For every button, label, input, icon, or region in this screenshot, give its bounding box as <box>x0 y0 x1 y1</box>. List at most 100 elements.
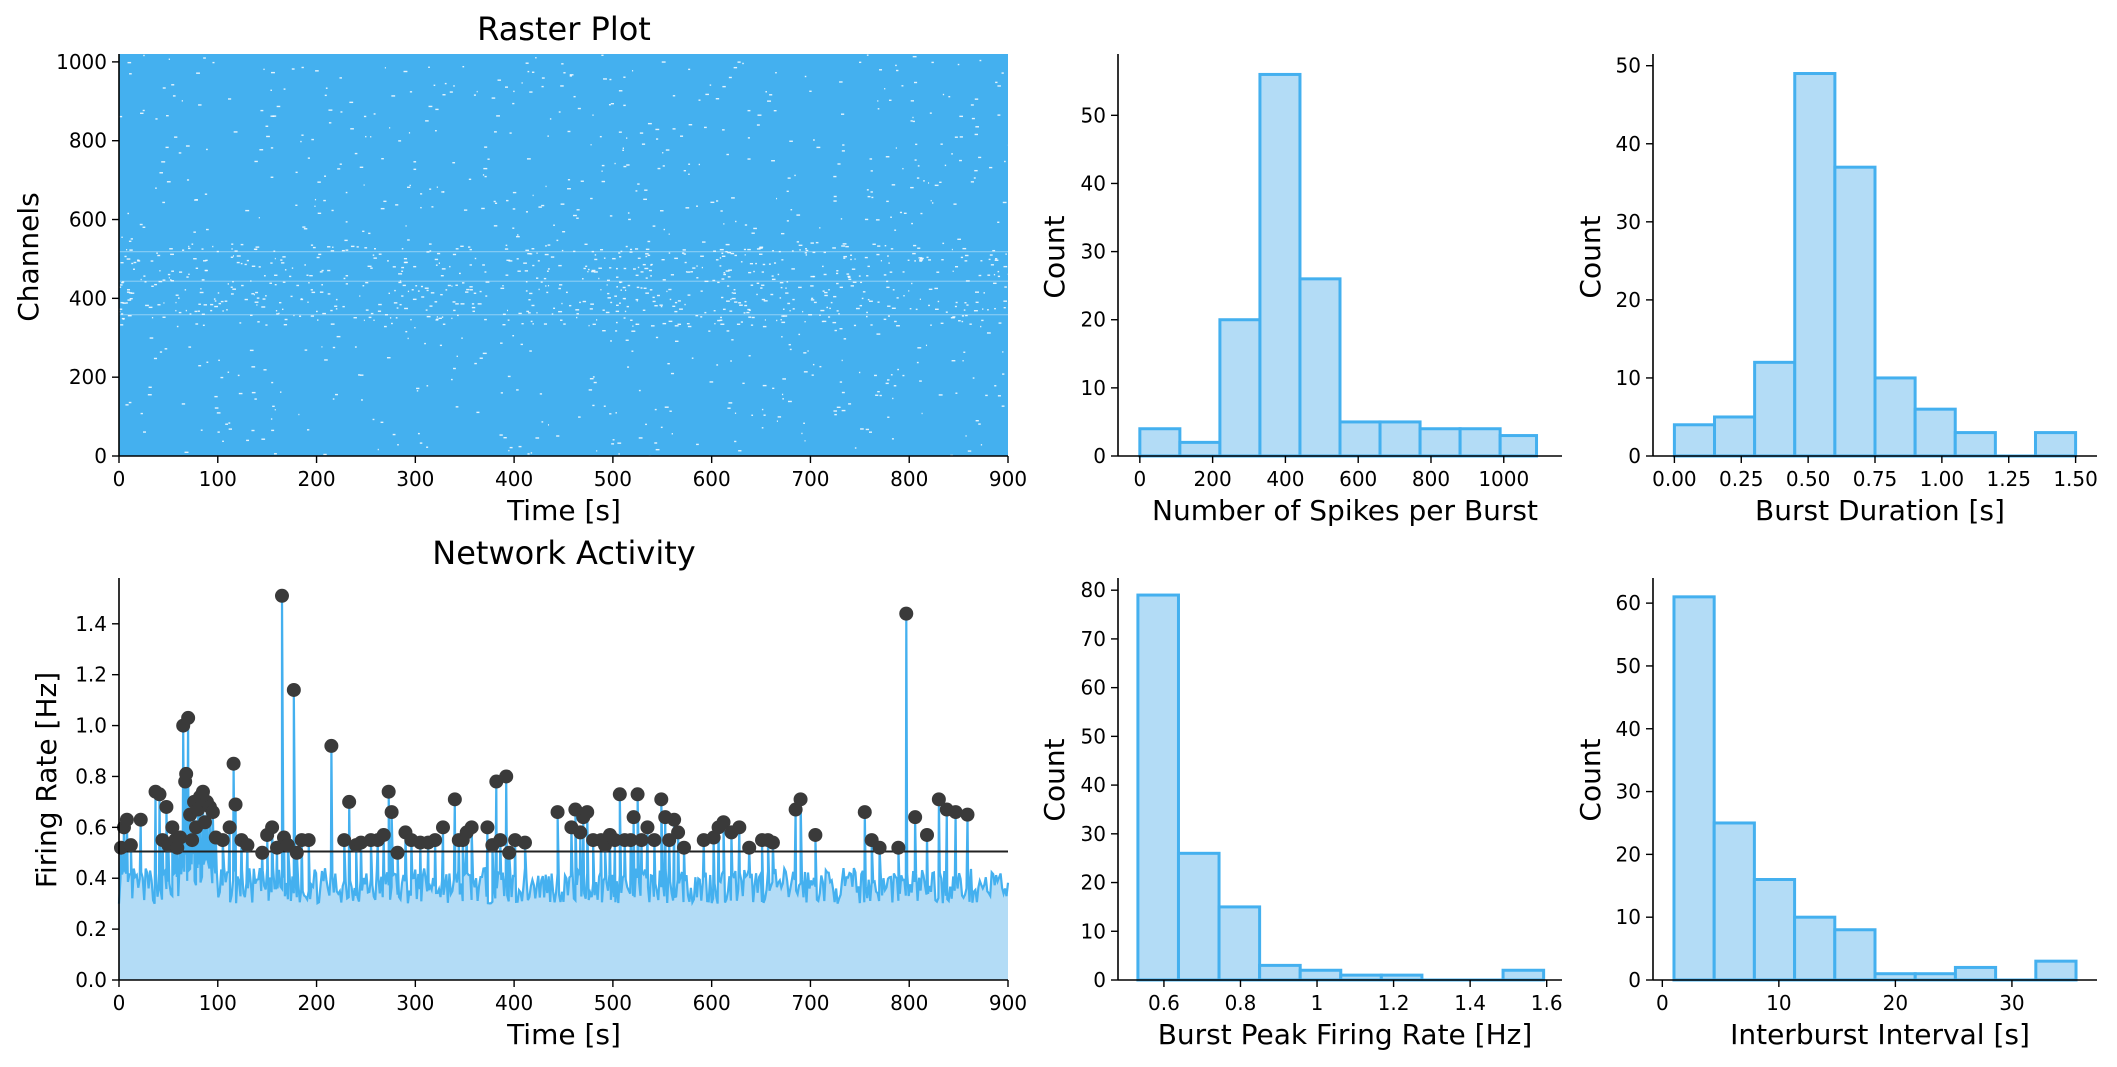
raster-gap <box>742 62 744 65</box>
hist-2-x-tick-label: 0 <box>1133 467 1146 491</box>
raster-gap <box>704 280 709 283</box>
raster-gap <box>387 260 389 262</box>
network-burst-peak <box>580 805 595 820</box>
raster-gap <box>558 111 561 113</box>
raster-gap <box>373 113 376 115</box>
raster-gap <box>753 227 757 230</box>
raster-gap <box>895 147 897 149</box>
raster-gap <box>201 279 205 281</box>
raster-gap <box>312 246 316 249</box>
raster-gap <box>526 310 530 313</box>
raster-gap <box>674 310 678 313</box>
raster-gap <box>782 378 787 380</box>
raster-gap <box>505 86 509 88</box>
raster-gap <box>281 262 285 264</box>
raster-gap <box>891 307 896 309</box>
raster-gap <box>635 298 639 301</box>
raster-gap <box>582 300 587 303</box>
hist-3-y-tick-label: 0 <box>1628 444 1641 468</box>
raster-gap <box>317 181 321 183</box>
network-burst-peak <box>857 805 872 820</box>
raster-gap <box>974 169 978 172</box>
raster-gap <box>451 317 453 320</box>
raster-gap <box>994 307 996 310</box>
raster-gap <box>306 274 309 276</box>
raster-gap <box>762 384 767 387</box>
network-burst-peak <box>499 769 514 784</box>
raster-gap <box>841 113 845 115</box>
raster-gap <box>164 348 168 350</box>
raster-gap <box>547 424 550 426</box>
raster-gap <box>185 145 190 147</box>
raster-gap <box>122 302 127 304</box>
raster-gap <box>330 250 335 252</box>
raster-gap <box>618 90 623 92</box>
raster-gap <box>186 276 189 278</box>
raster-gap <box>910 120 913 122</box>
raster-gap <box>624 310 627 313</box>
raster-gap <box>497 79 501 81</box>
raster-gap <box>607 297 611 299</box>
raster-gap <box>273 453 277 455</box>
raster-gap <box>483 167 488 170</box>
raster-gap <box>452 162 456 164</box>
raster-gap <box>485 295 488 297</box>
raster-gap <box>417 290 420 292</box>
raster-gap <box>321 269 324 272</box>
raster-gap <box>645 277 648 279</box>
raster-gap <box>885 382 889 385</box>
raster-gap <box>758 247 763 249</box>
raster-gap <box>761 408 764 411</box>
raster-gap <box>917 347 922 349</box>
raster-gap-band <box>119 314 1008 316</box>
raster-gap <box>623 317 626 319</box>
network-xlabel: Time [s] <box>506 1018 621 1051</box>
raster-gap <box>373 319 375 321</box>
raster-gap <box>304 264 306 266</box>
raster-gap <box>619 256 622 258</box>
raster-gap <box>265 295 267 297</box>
raster-gap <box>291 68 295 70</box>
raster-gap <box>730 252 735 255</box>
raster-gap <box>714 322 716 325</box>
raster-gap <box>573 250 576 253</box>
raster-gap <box>633 268 636 270</box>
raster-gap <box>798 286 802 289</box>
network-burst-peak <box>289 845 304 860</box>
raster-gap <box>356 246 359 248</box>
network-burst-peak <box>742 840 757 855</box>
raster-gap <box>962 360 964 362</box>
raster-gap <box>726 300 730 302</box>
raster-gap <box>805 248 807 250</box>
raster-gap <box>567 179 571 181</box>
network-x-tick-label: 300 <box>396 991 434 1015</box>
raster-gap <box>647 254 651 257</box>
raster-gap <box>836 270 839 272</box>
raster-gap <box>403 257 408 260</box>
raster-gap <box>877 390 880 393</box>
raster-gap <box>664 406 669 408</box>
raster-gap <box>645 255 648 258</box>
raster-gap <box>240 262 243 265</box>
raster-gap <box>407 186 411 188</box>
raster-gap <box>828 316 831 318</box>
raster-gap <box>384 325 387 328</box>
raster-gap <box>354 152 358 155</box>
network-burst-peak <box>384 805 399 820</box>
raster-gap <box>731 339 734 341</box>
network-burst-peak <box>179 766 194 781</box>
raster-gap <box>529 91 533 93</box>
raster-gap <box>725 243 730 246</box>
raster-gap <box>547 244 551 246</box>
raster-gap <box>139 223 143 226</box>
raster-gap <box>728 269 732 271</box>
raster-gap <box>629 251 633 253</box>
raster-gap <box>493 200 496 203</box>
hist-bar <box>1418 427 1462 458</box>
raster-gap <box>916 177 920 179</box>
network-panel: Network Activity 0 100 200 300 400 500 600 700 8… <box>30 534 1027 1051</box>
raster-gap <box>773 262 777 264</box>
raster-gap <box>1002 373 1005 375</box>
raster-gap <box>753 270 755 273</box>
raster-gap <box>310 289 313 291</box>
